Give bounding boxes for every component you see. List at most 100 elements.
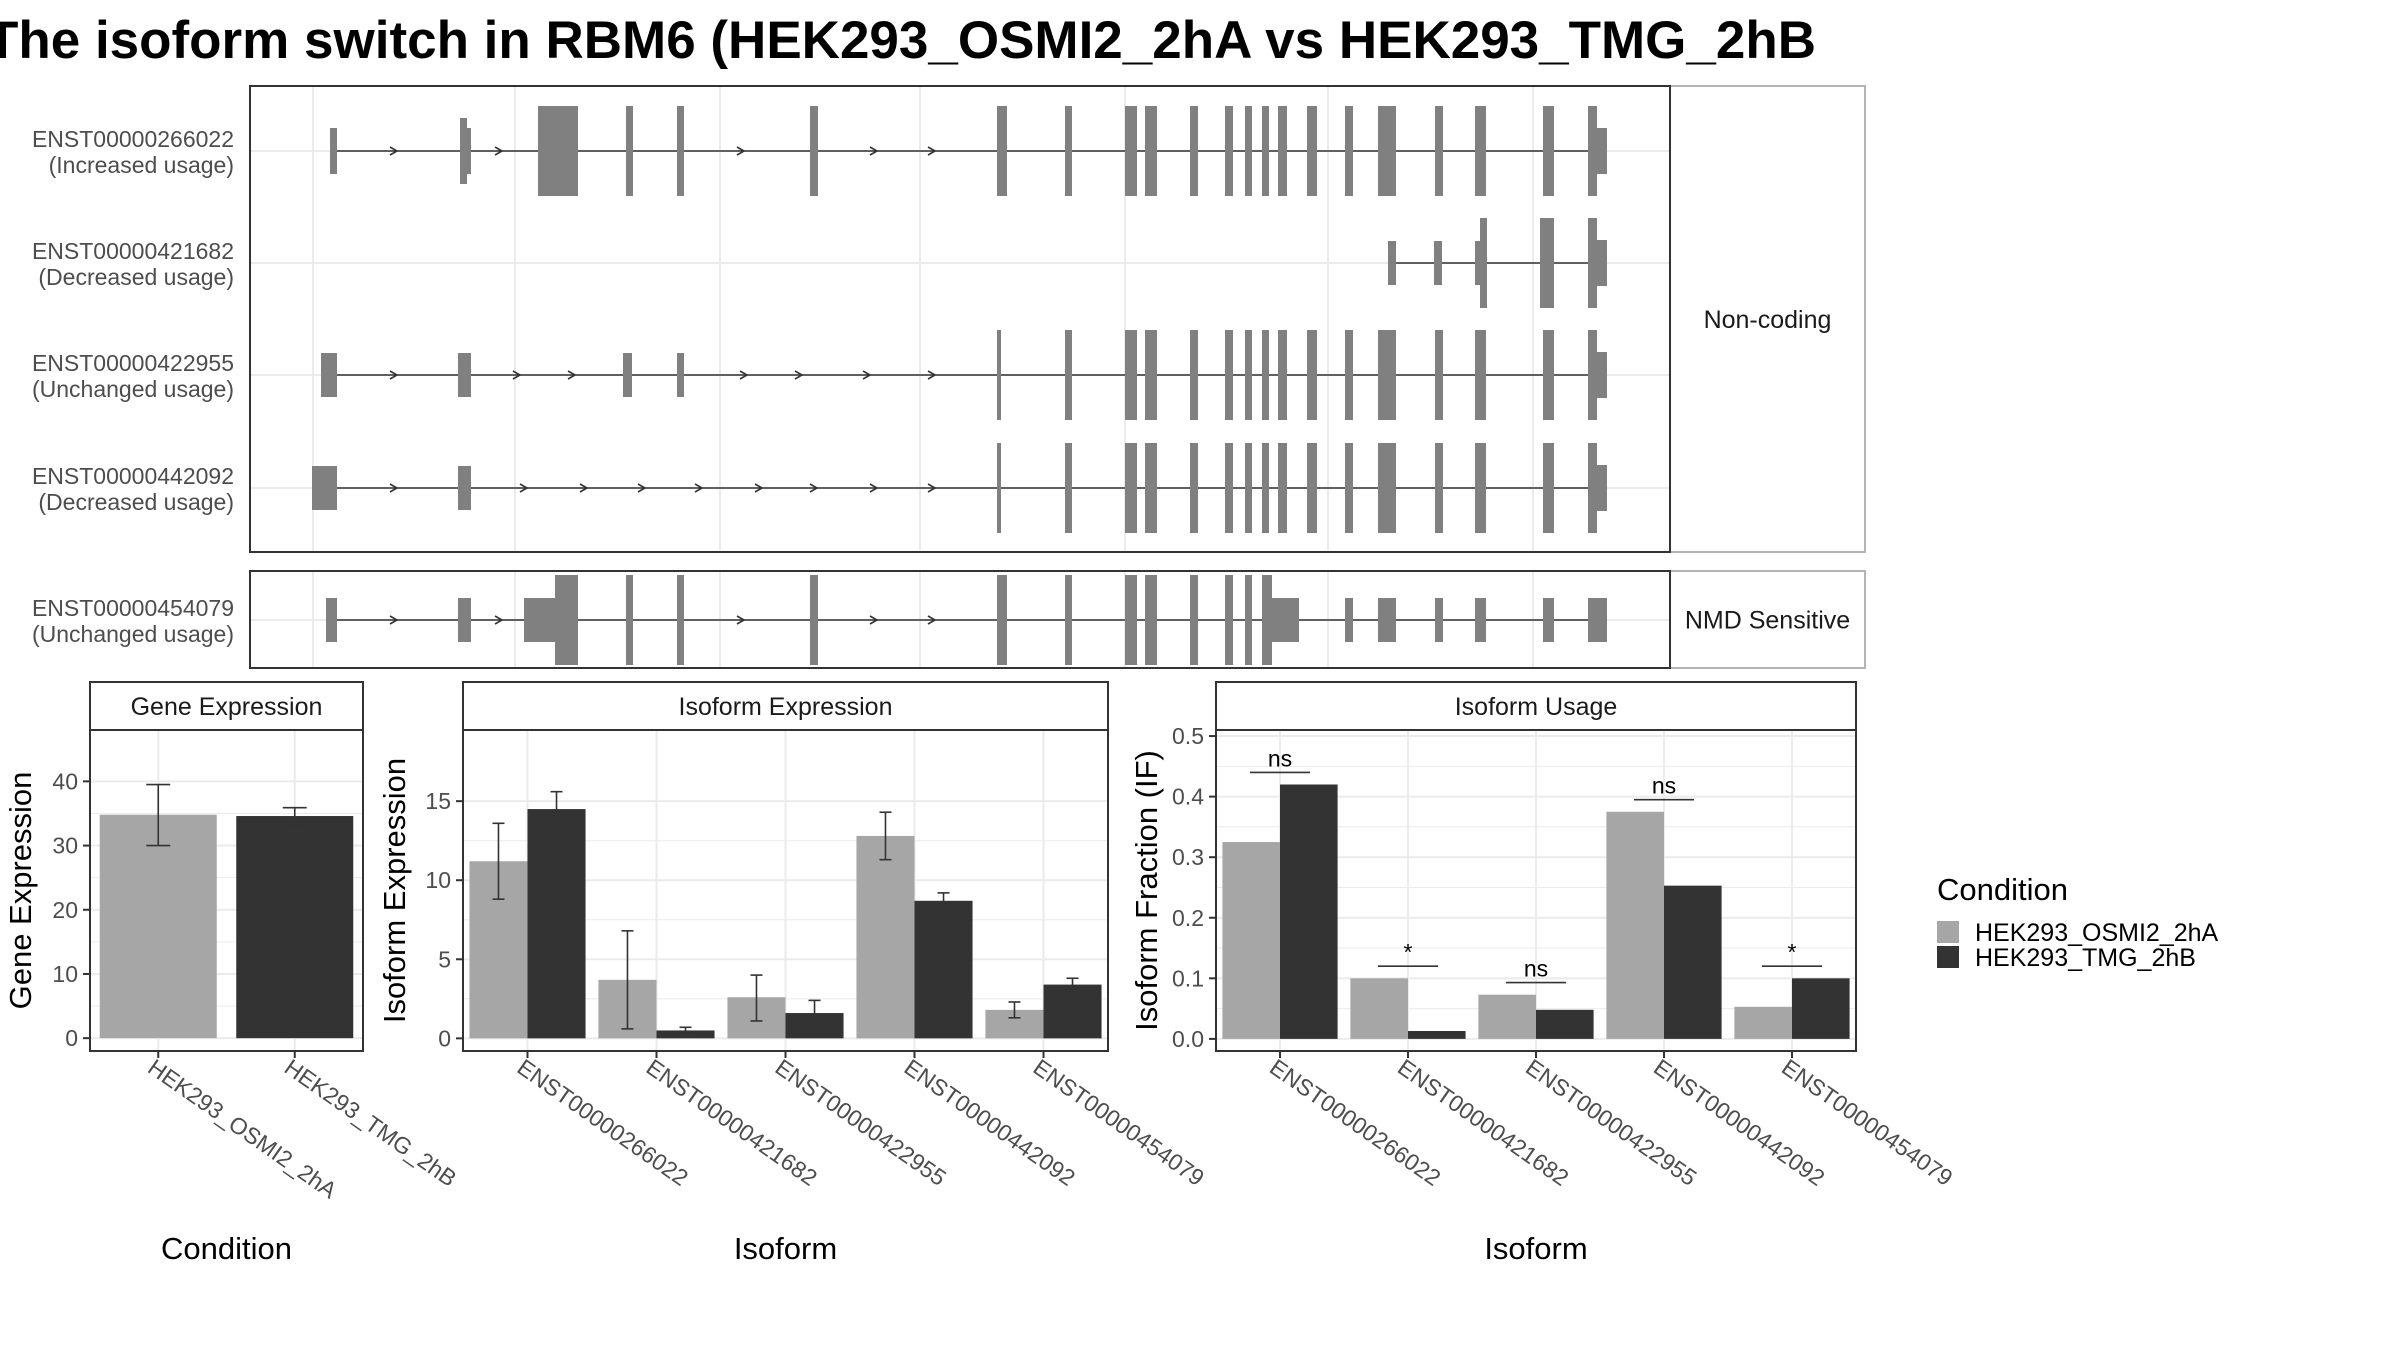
exon-block <box>458 466 471 510</box>
panel-strip-label: Isoform Expression <box>679 693 893 721</box>
y-axis-title: Isoform Expression <box>377 758 412 1023</box>
direction-arrow <box>794 370 804 380</box>
exon-block <box>1543 443 1554 533</box>
exon-block <box>677 353 684 397</box>
y-tick-label: 0.1 <box>1172 965 1204 991</box>
exon-block <box>1475 330 1486 420</box>
exon-block <box>623 353 632 397</box>
bar-HEK293_TMG_2hB <box>914 900 973 1039</box>
bar-HEK293_TMG_2hB <box>527 809 586 1039</box>
structure-group-background <box>250 86 1670 552</box>
isoform-id-label: ENST00000421682 <box>32 238 234 264</box>
exon-block <box>1435 330 1443 420</box>
exon-block <box>1262 106 1269 196</box>
direction-arrow <box>579 483 589 493</box>
y-axis-title: Gene Expression <box>3 772 38 1010</box>
exon-block <box>1543 330 1554 420</box>
exon-block <box>1597 465 1607 511</box>
direction-arrow <box>927 483 937 493</box>
y-tick-label: 10 <box>425 867 451 893</box>
exon-block <box>1475 241 1480 285</box>
exon-block <box>1597 128 1607 174</box>
direction-arrow <box>389 483 399 493</box>
exon-block <box>1307 443 1317 533</box>
exon-block <box>467 128 471 174</box>
exon-block <box>1262 330 1269 420</box>
exon-block <box>458 353 471 397</box>
exon-block <box>1262 575 1272 665</box>
exon-block <box>1125 443 1137 533</box>
isoform-id-label: ENST00000454079 <box>32 595 234 621</box>
y-tick-label: 0.5 <box>1172 723 1204 749</box>
x-axis-title: Isoform <box>1484 1231 1587 1266</box>
exon-block <box>326 598 337 642</box>
legend-label-a: HEK293_OSMI2_2hA <box>1975 919 2219 947</box>
exon-block <box>1345 330 1353 420</box>
direction-arrow <box>736 615 746 625</box>
direction-arrow <box>736 146 746 156</box>
exon-block <box>1145 575 1157 665</box>
panel-strip-label: Gene Expression <box>131 693 323 721</box>
exon-block <box>997 443 1001 533</box>
exon-block <box>1065 106 1072 196</box>
significance-label: ns <box>1524 956 1548 982</box>
exon-block <box>458 598 471 642</box>
y-tick-label: 0 <box>65 1025 78 1051</box>
exon-block <box>1540 218 1554 308</box>
direction-arrow <box>694 483 704 493</box>
exon-block <box>1245 575 1252 665</box>
exon-block <box>1225 575 1233 665</box>
exon-block <box>810 575 818 665</box>
exon-block <box>1125 106 1137 196</box>
facet-label-1: NMD Sensitive <box>1685 607 1850 635</box>
isoform-usage-label: (Unchanged usage) <box>32 376 234 402</box>
direction-arrow <box>389 370 399 380</box>
exon-block <box>1145 330 1157 420</box>
bar-HEK293_OSMI2_2hA <box>1478 994 1536 1039</box>
legend-swatch-a <box>1937 921 1959 943</box>
significance-label: ns <box>1652 773 1676 799</box>
exon-block <box>1588 218 1597 308</box>
exon-block <box>1190 330 1198 420</box>
legend-swatch-b <box>1937 946 1959 968</box>
direction-arrow <box>862 370 872 380</box>
direction-arrow <box>512 370 522 380</box>
isoform-usage-label: (Increased usage) <box>49 152 234 178</box>
y-tick-label: 0.4 <box>1172 784 1204 810</box>
exon-block <box>1307 106 1317 196</box>
y-axis-title: Isoform Fraction (IF) <box>1129 750 1164 1031</box>
direction-arrow <box>754 483 764 493</box>
y-tick-label: 0.2 <box>1172 905 1204 931</box>
facet-strip <box>1669 85 1866 553</box>
exon-block <box>626 106 633 196</box>
exon-block <box>1435 106 1443 196</box>
y-tick-label: 10 <box>52 961 78 987</box>
significance-label: * <box>1788 939 1797 965</box>
significance-label: ns <box>1268 745 1292 771</box>
exon-block <box>330 128 337 174</box>
bar-HEK293_TMG_2hB <box>1408 1031 1466 1039</box>
exon-block <box>1388 241 1396 285</box>
condition-legend: Condition HEK293_OSMI2_2hA HEK293_TMG_2h… <box>1937 872 2219 972</box>
bar-HEK293_OSMI2_2hA <box>856 835 915 1039</box>
exon-block <box>1262 443 1269 533</box>
direction-arrow <box>389 146 399 156</box>
bar-HEK293_OSMI2_2hA <box>1734 1006 1792 1039</box>
exon-block <box>1588 106 1597 196</box>
exon-block <box>1345 443 1353 533</box>
exon-block <box>1475 106 1486 196</box>
exon-block <box>1378 106 1396 196</box>
exon-block <box>1597 240 1607 286</box>
exon-block <box>1378 443 1396 533</box>
bar-HEK293_TMG_2hB <box>236 816 354 1039</box>
bar-HEK293_TMG_2hB <box>1280 784 1338 1039</box>
direction-arrow <box>637 483 647 493</box>
direction-arrow <box>927 615 937 625</box>
exon-block <box>997 575 1007 665</box>
exon-block <box>1225 330 1233 420</box>
bar-HEK293_TMG_2hB <box>1043 984 1102 1039</box>
direction-arrow <box>739 370 749 380</box>
direction-arrow <box>869 615 879 625</box>
direction-arrow <box>389 615 399 625</box>
